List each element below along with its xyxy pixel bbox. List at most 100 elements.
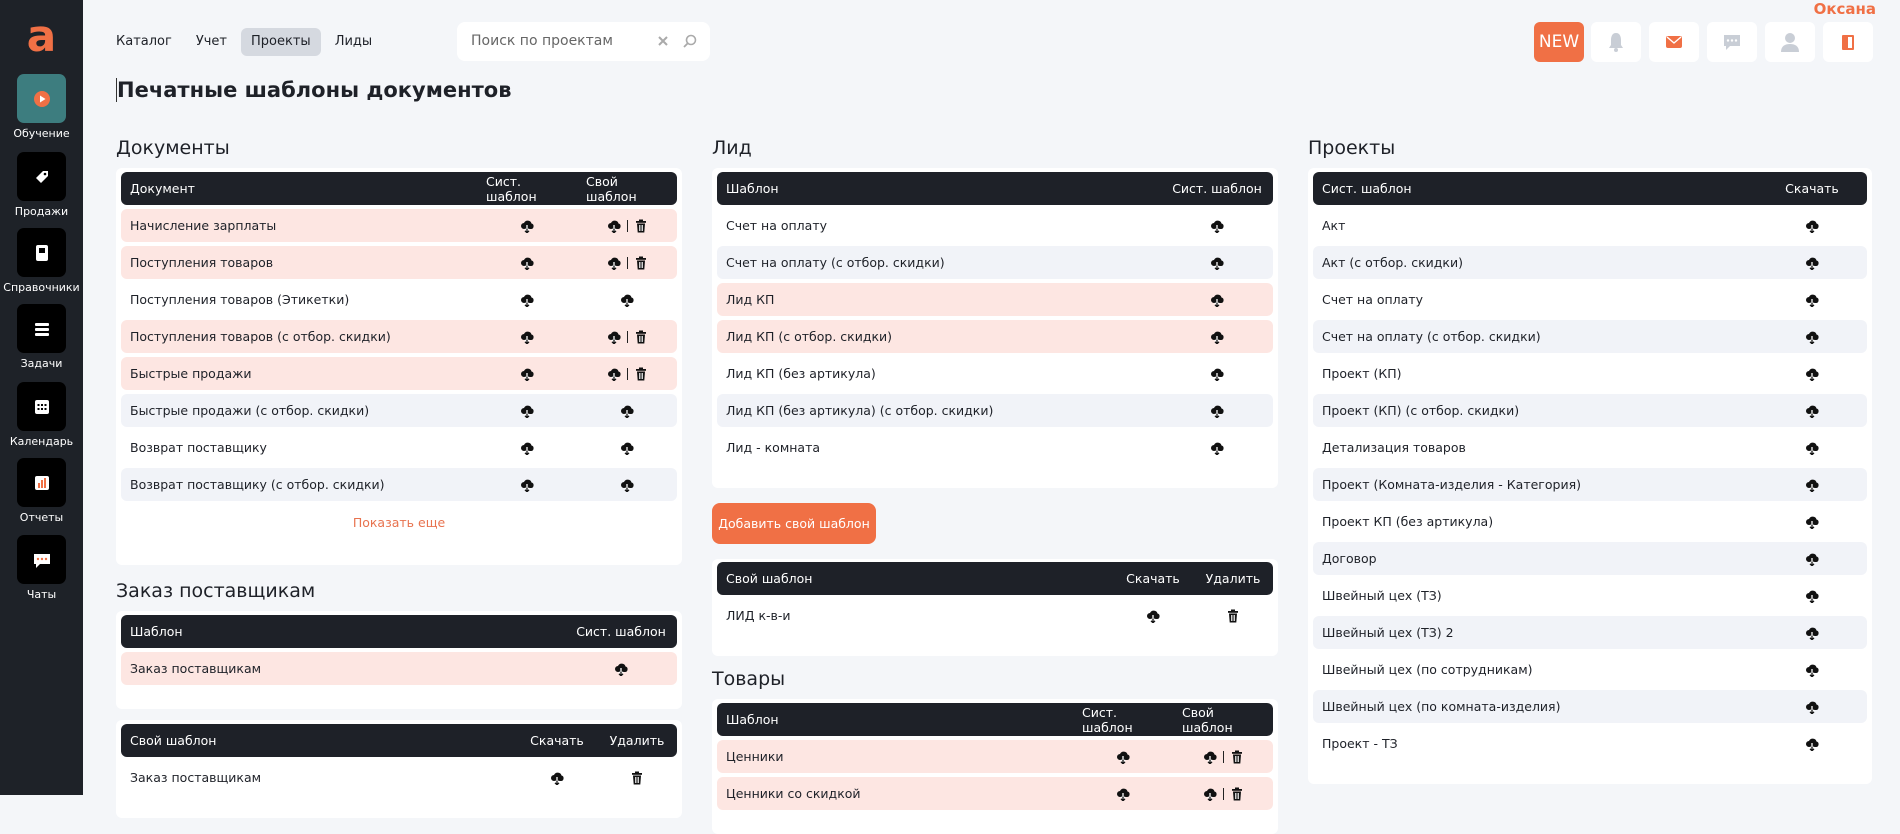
sidebar-icon	[17, 304, 66, 353]
column-header: Шаблон	[726, 712, 779, 727]
row-name: Ценники	[726, 749, 784, 764]
download-icon[interactable]	[1210, 367, 1224, 381]
table-card: Шаблон Сист. шаблон Свой шаблон Ценники Ценн…	[712, 699, 1278, 834]
nav-item[interactable]: Каталог	[116, 34, 172, 49]
download-icon[interactable]	[1805, 737, 1819, 751]
show-more[interactable]: Показать еще	[352, 515, 446, 530]
download-icon[interactable]	[1210, 330, 1224, 344]
sidebar-item[interactable]: Обучение	[0, 74, 83, 140]
download-icon[interactable]	[520, 367, 534, 381]
table-card: Свой шаблон Скачать Удалить ЛИД к-в-и	[712, 559, 1278, 656]
sidebar-item[interactable]: Задачи	[0, 304, 83, 370]
separator	[626, 367, 628, 380]
download-icon[interactable]	[520, 256, 534, 270]
nav-item[interactable]: Проекты	[241, 28, 321, 56]
row-name: Возврат поставщику	[130, 440, 267, 455]
delete-icon[interactable]	[634, 367, 648, 381]
sidebar-item[interactable]: Календарь	[0, 382, 83, 448]
download-icon[interactable]	[1210, 293, 1224, 307]
table-row: Акт	[1313, 209, 1867, 242]
download-icon[interactable]	[1210, 441, 1224, 455]
sidebar-item[interactable]: Продажи	[0, 152, 83, 218]
exit-button[interactable]	[1823, 22, 1873, 62]
sidebar-item[interactable]: Справочники	[0, 228, 83, 294]
download-icon[interactable]	[607, 330, 621, 344]
download-icon[interactable]	[520, 478, 534, 492]
row-name: Швейный цех (по сотрудникам)	[1322, 662, 1533, 677]
download-icon[interactable]	[1805, 626, 1819, 640]
download-icon[interactable]	[1805, 478, 1819, 492]
mail-button[interactable]	[1649, 22, 1699, 62]
download-icon[interactable]	[1146, 609, 1160, 623]
download-icon[interactable]	[1805, 441, 1819, 455]
download-icon[interactable]	[620, 404, 634, 418]
download-icon[interactable]	[550, 771, 564, 785]
table-row: Быстрые продажи	[121, 357, 677, 390]
download-icon[interactable]	[1805, 219, 1819, 233]
download-icon[interactable]	[607, 367, 621, 381]
nav-item[interactable]: Учет	[195, 34, 228, 49]
add-template-button[interactable]: Добавить свой шаблон	[712, 503, 876, 544]
new-button[interactable]: NEW	[1534, 22, 1584, 62]
download-icon[interactable]	[1116, 750, 1130, 764]
row-name: Швейный цех (ТЗ) 2	[1322, 625, 1454, 640]
download-icon[interactable]	[620, 293, 634, 307]
download-icon[interactable]	[1203, 787, 1217, 801]
table-card: Свой шаблон Скачать Удалить Заказ поставщик…	[116, 720, 682, 818]
download-icon[interactable]	[607, 219, 621, 233]
delete-icon[interactable]	[1230, 787, 1244, 801]
download-icon[interactable]	[520, 219, 534, 233]
download-icon[interactable]	[1805, 663, 1819, 677]
row-name: Счет на оплату (с отбор. скидки)	[726, 255, 945, 270]
icon	[34, 399, 49, 414]
clear-icon[interactable]	[657, 35, 669, 47]
table-row: Проект (КП) (с отбор. скидки)	[1313, 394, 1867, 427]
download-icon[interactable]	[520, 330, 534, 344]
download-icon[interactable]	[520, 293, 534, 307]
delete-icon[interactable]	[1226, 609, 1240, 623]
delete-icon[interactable]	[634, 219, 648, 233]
download-icon[interactable]	[520, 441, 534, 455]
logo[interactable]: a	[26, 11, 57, 62]
download-icon[interactable]	[1116, 787, 1130, 801]
download-icon[interactable]	[1805, 293, 1819, 307]
download-icon[interactable]	[1805, 256, 1819, 270]
delete-icon[interactable]	[634, 256, 648, 270]
row-name: Лид КП (с отбор. скидки)	[726, 329, 893, 344]
delete-icon[interactable]	[630, 771, 644, 785]
cell	[1193, 609, 1273, 623]
sidebar-item[interactable]: Отчеты	[0, 458, 83, 524]
download-icon[interactable]	[1805, 552, 1819, 566]
column-header: Документ	[130, 181, 195, 196]
search-icon[interactable]	[683, 34, 697, 48]
user-name[interactable]: Оксана	[1813, 0, 1876, 18]
download-icon[interactable]	[1805, 367, 1819, 381]
download-icon[interactable]	[620, 441, 634, 455]
download-icon[interactable]	[607, 256, 621, 270]
nav-item[interactable]: Лиды	[334, 34, 373, 49]
download-icon[interactable]	[620, 478, 634, 492]
download-icon[interactable]	[1805, 589, 1819, 603]
bell-button[interactable]	[1591, 22, 1641, 62]
download-icon[interactable]	[1203, 750, 1217, 764]
cell	[477, 367, 577, 381]
download-icon[interactable]	[1805, 330, 1819, 344]
chat-button[interactable]	[1707, 22, 1757, 62]
delete-icon[interactable]	[634, 330, 648, 344]
search-box[interactable]: Поиск по проектам	[457, 22, 710, 61]
cell	[1173, 750, 1273, 764]
profile-button[interactable]	[1765, 22, 1815, 62]
download-icon[interactable]	[1210, 404, 1224, 418]
delete-icon[interactable]	[1230, 750, 1244, 764]
row-name: ЛИД к-в-и	[726, 608, 791, 623]
download-icon[interactable]	[614, 662, 628, 676]
download-icon[interactable]	[1805, 404, 1819, 418]
sidebar-icon	[17, 382, 66, 431]
download-icon[interactable]	[1805, 515, 1819, 529]
download-icon[interactable]	[1210, 256, 1224, 270]
download-icon[interactable]	[1210, 219, 1224, 233]
download-icon[interactable]	[1805, 700, 1819, 714]
download-icon[interactable]	[520, 404, 534, 418]
sidebar-item[interactable]: Чаты	[0, 535, 83, 601]
